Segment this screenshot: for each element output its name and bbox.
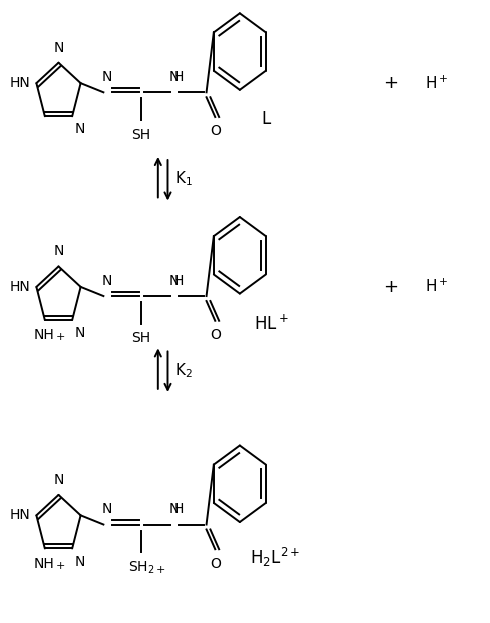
Text: O: O bbox=[210, 556, 220, 571]
Text: N: N bbox=[75, 123, 85, 136]
Text: N: N bbox=[53, 40, 64, 55]
Text: +: + bbox=[55, 561, 65, 571]
Text: N: N bbox=[53, 244, 64, 259]
Text: H: H bbox=[173, 503, 184, 516]
Text: +: + bbox=[383, 74, 398, 92]
Text: HN: HN bbox=[10, 508, 30, 522]
Text: SH: SH bbox=[132, 128, 151, 141]
Text: NH: NH bbox=[33, 556, 54, 571]
Text: N: N bbox=[102, 70, 112, 84]
Text: HN: HN bbox=[10, 76, 30, 90]
Text: K$_2$: K$_2$ bbox=[175, 361, 193, 379]
Text: N: N bbox=[75, 554, 85, 569]
Text: K$_1$: K$_1$ bbox=[175, 169, 193, 188]
Text: +: + bbox=[156, 564, 165, 574]
Text: O: O bbox=[210, 125, 220, 138]
Text: SH$_2$: SH$_2$ bbox=[128, 559, 154, 576]
Text: N: N bbox=[75, 326, 85, 340]
Text: H: H bbox=[173, 70, 184, 84]
Text: HN: HN bbox=[10, 280, 30, 294]
Text: H: H bbox=[173, 274, 184, 288]
Text: N: N bbox=[169, 274, 179, 288]
Text: N: N bbox=[102, 274, 112, 288]
Text: N: N bbox=[169, 503, 179, 516]
Text: N: N bbox=[169, 70, 179, 84]
Text: H$^+$: H$^+$ bbox=[425, 278, 448, 295]
Text: H$_2$L$^{2+}$: H$_2$L$^{2+}$ bbox=[249, 546, 300, 569]
Text: O: O bbox=[210, 328, 220, 342]
Text: N: N bbox=[102, 503, 112, 516]
Text: N: N bbox=[53, 473, 64, 487]
Text: H$^+$: H$^+$ bbox=[425, 74, 448, 92]
Text: +: + bbox=[383, 278, 398, 296]
Text: SH: SH bbox=[132, 331, 151, 345]
Text: L: L bbox=[262, 110, 271, 128]
Text: HL$^+$: HL$^+$ bbox=[254, 314, 289, 333]
Text: +: + bbox=[55, 333, 65, 343]
Text: NH: NH bbox=[33, 328, 54, 342]
